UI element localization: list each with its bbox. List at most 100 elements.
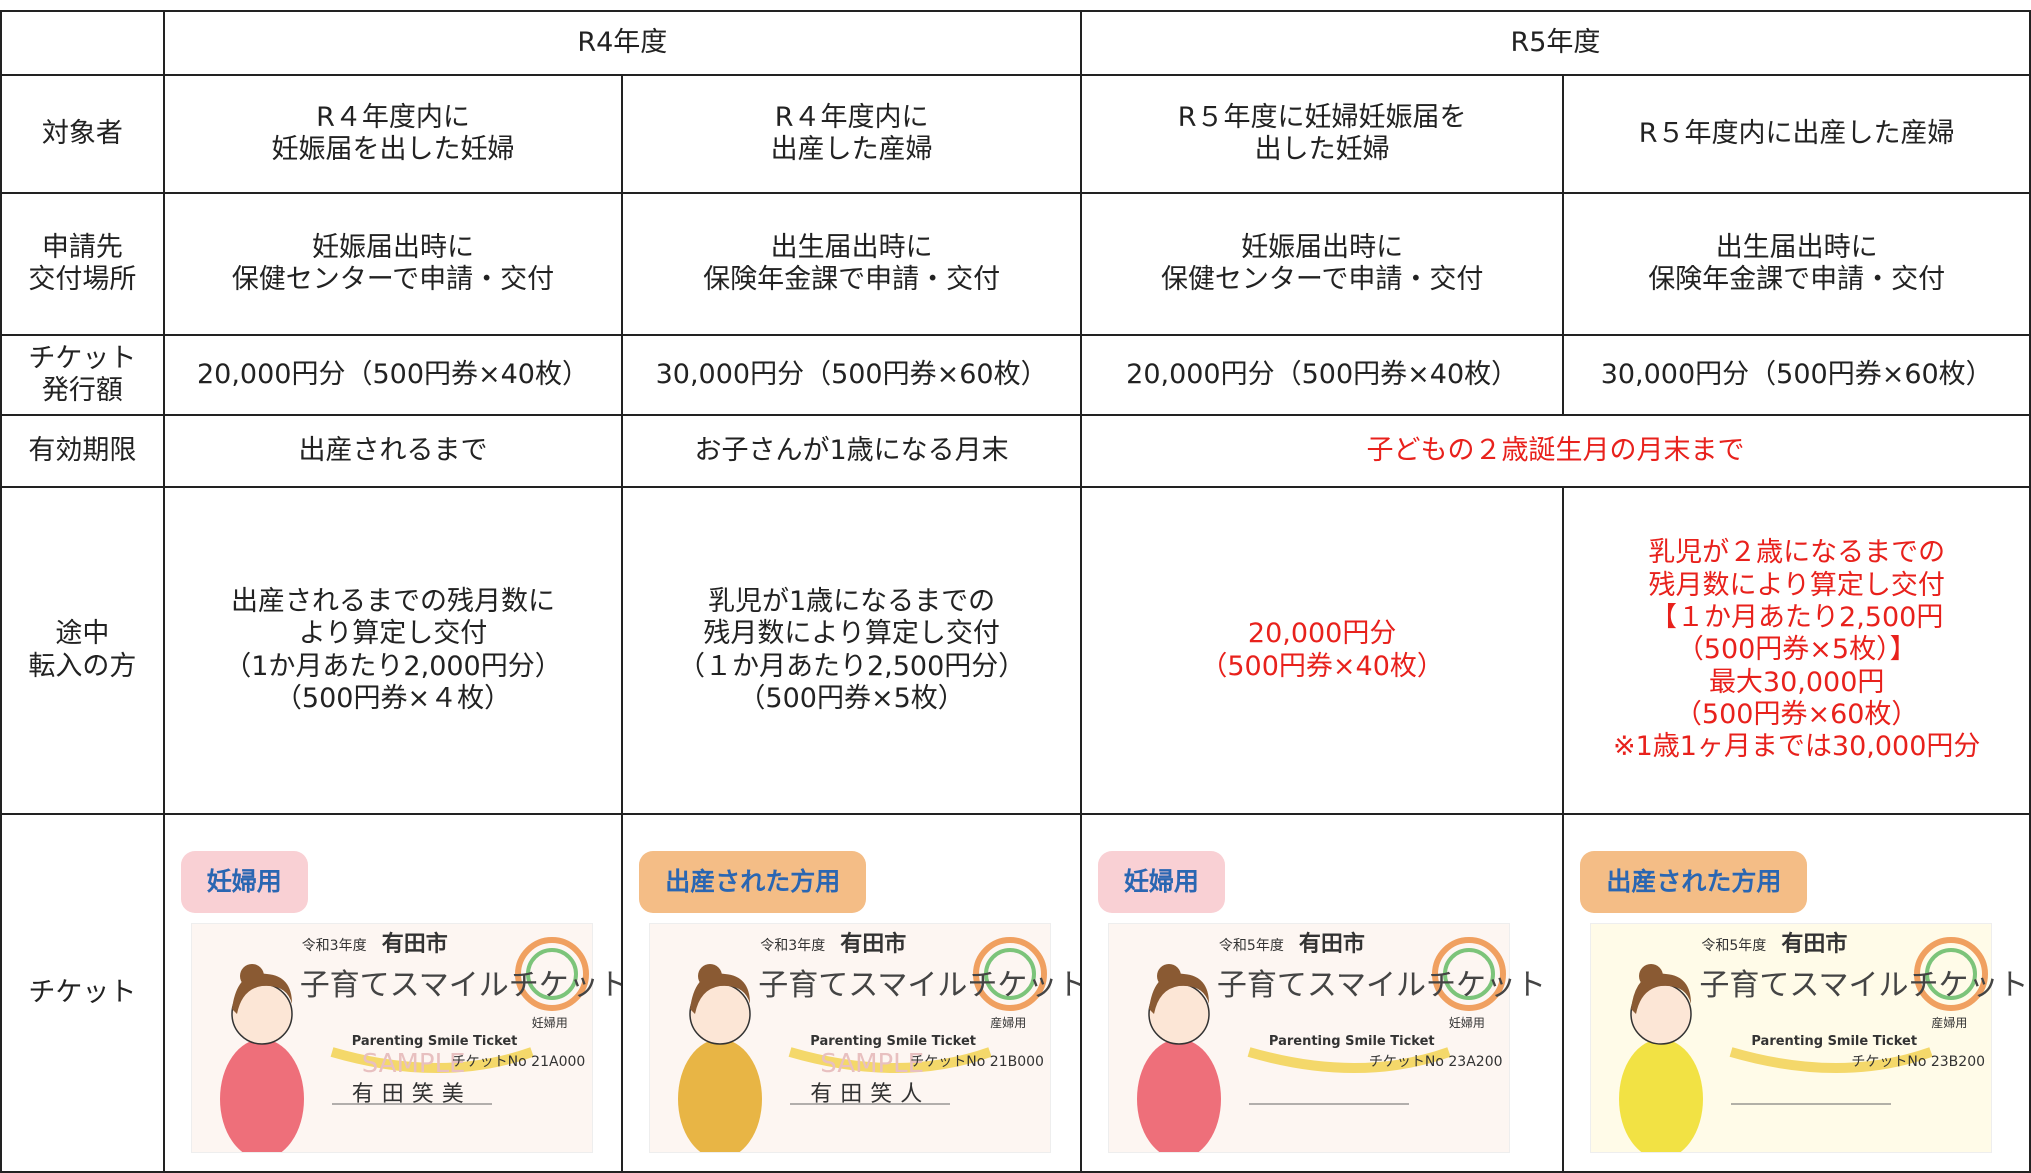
table-row: 途中 転入の方 出産されるまでの残月数に より算定し交付 （1か月あたり2,000円分）… xyxy=(0,486,2031,815)
cell: 30,000円分（500円券×60枚） xyxy=(1562,334,2031,416)
year-header: R4年度 xyxy=(162,10,1082,76)
cell-text: R５年度内に出産した産婦 xyxy=(1638,117,1955,149)
cell: R５年度内に出産した産婦 xyxy=(1562,74,2031,194)
ticket-city: 有田市 xyxy=(840,932,907,957)
ticket-graphic xyxy=(1619,1039,1704,1159)
ticket-year: 令和3年度 xyxy=(301,938,367,954)
ticket-year: 令和5年度 xyxy=(1701,938,1767,954)
cell-text: ※1歳1ヶ月までは30,000円分 xyxy=(1612,731,1981,763)
cell-text: （500円券×5枚）】 xyxy=(1676,634,1917,666)
cell-text: 妊娠届出時に xyxy=(311,231,474,263)
cell-text: （500円券×40枚） xyxy=(1200,650,1444,682)
ticket-number: チケットNo 21A000 xyxy=(451,1054,586,1070)
cell-text: 最大30,000円 xyxy=(1708,666,1885,698)
ticket-tag: 妊婦用 xyxy=(180,851,308,913)
cell: 20,000円分（500円券×40枚） xyxy=(1079,486,1565,815)
ticket-title: 子育てスマイルチケット xyxy=(758,968,1081,1003)
ticket-graphic xyxy=(1136,1039,1221,1159)
cell: 出生届出時に 保険年金課で申請・交付 xyxy=(621,192,1082,336)
cell-text: チケット xyxy=(28,342,137,374)
ticket-graphic xyxy=(514,937,589,1011)
cell-text: R４年度内に xyxy=(316,101,470,133)
ticket-graphic xyxy=(973,937,1048,1011)
cell-text: 【１か月あたり2,500円 xyxy=(1650,601,1944,633)
cell-text: （500円券×60枚） xyxy=(1674,699,1919,731)
cell-text: 対象者 xyxy=(41,117,123,149)
ticket-cell: 出産された方用 令和3年度 有田市 子育てスマイルチケット Parenting Smil… xyxy=(621,813,1082,1173)
ticket-kind: 妊婦用 xyxy=(1448,1016,1485,1030)
cell-text: 20,000円分 xyxy=(1247,618,1397,650)
page: R4年度 R5年度 対象者 R４年度内に 妊娠届を出した妊婦 R４年度内に 出産した産婦 R５… xyxy=(0,10,2031,1173)
table-row: 有効期限 出産されるまで お子さんが1歳になる月末 子どもの２歳誕生月の月末まで xyxy=(0,414,2031,488)
ticket-graphic xyxy=(1914,937,1989,1011)
ticket-image: 令和5年度 有田市 子育てスマイルチケット Parenting Smile Ticke… xyxy=(1107,923,1546,1159)
ticket-image: 令和3年度 有田市 子育てスマイルチケット Parenting Smile Ticke… xyxy=(190,923,620,1159)
row-label: 対象者 xyxy=(0,74,165,194)
cell-text: 途中 xyxy=(55,618,110,650)
ticket-image: 令和5年度 有田市 子育てスマイルチケット Parenting Smile Ticke… xyxy=(1590,923,2028,1159)
cell: 妊娠届出時に 保健センターで申請・交付 xyxy=(1079,192,1565,336)
cell-text: お子さんが1歳になる月末 xyxy=(694,434,1009,466)
cell: 20,000円分（500円券×40枚） xyxy=(1079,334,1565,416)
cell-text: 出産されるまでの残月数に xyxy=(230,585,555,617)
cell-text: 残月数により算定し交付 xyxy=(1648,569,1945,601)
ticket-graphic xyxy=(698,964,723,988)
table-row: 対象者 R４年度内に 妊娠届を出した妊婦 R４年度内に 出産した産婦 R５年度に妊婦妊娠届… xyxy=(0,74,2031,194)
ticket-graphic xyxy=(788,1047,992,1073)
row-label: 途中 転入の方 xyxy=(0,486,165,815)
cell-text: R4年度 xyxy=(577,26,668,58)
ticket-image: 令和3年度 有田市 子育てスマイルチケット Parenting Smile Ticke… xyxy=(649,923,1079,1159)
ticket-year: 令和3年度 xyxy=(760,938,826,954)
cell-text: 30,000円分（500円券×60枚） xyxy=(655,358,1048,390)
cell-text: 出生届出時に xyxy=(770,231,933,263)
ticket-kind: 産婦用 xyxy=(1931,1016,1968,1030)
cell-text: より算定し交付 xyxy=(298,618,488,650)
cell-text: 乳児が1歳になるまでの xyxy=(708,585,996,617)
cell-text: 申請先 xyxy=(41,231,123,263)
cell: 出生届出時に 保険年金課で申請・交付 xyxy=(1562,192,2031,336)
ticket-graphic xyxy=(525,948,578,1000)
ticket-row: チケット 妊婦用 令和3年度 有田市 子育てスマイルチケット Parenting Smil… xyxy=(0,813,2031,1173)
row-label: 有効期限 xyxy=(0,414,165,488)
cell: お子さんが1歳になる月末 xyxy=(621,414,1082,488)
cell-text: 出した妊婦 xyxy=(1254,134,1390,165)
ticket-title: 子育てスマイルチケット xyxy=(1216,968,1547,1003)
cell-text: 残月数により算定し交付 xyxy=(703,618,1000,650)
ticket-graphic xyxy=(1925,948,1978,1000)
ticket-number: チケットNo 23A200 xyxy=(1368,1054,1503,1070)
cell-text: チケット xyxy=(28,976,137,1008)
cell: R５年度に妊婦妊娠届を 出した妊婦 xyxy=(1079,74,1565,194)
cell: R４年度内に 妊娠届を出した妊婦 xyxy=(162,74,624,194)
cell-text: 保健センターで申請・交付 xyxy=(231,264,555,295)
ticket-number: チケットNo 21B000 xyxy=(910,1054,1044,1070)
year-header: R5年度 xyxy=(1079,10,2031,76)
cell-text: 30,000円分（500円券×60枚） xyxy=(1600,358,1993,390)
ticket-kind: 妊婦用 xyxy=(531,1016,568,1030)
ticket-graphic xyxy=(1431,937,1506,1011)
ticket-graphic xyxy=(1442,948,1495,1000)
cell-text: 妊娠届出時に xyxy=(1241,231,1404,263)
cell-text: 交付場所 xyxy=(28,264,137,295)
ticket-illustration xyxy=(1136,937,1506,1159)
ticket-city: 有田市 xyxy=(1781,932,1848,957)
corner-cell xyxy=(0,10,165,76)
ticket-name: 有田笑人 xyxy=(810,1082,931,1107)
ticket-tag: 出産された方用 xyxy=(639,851,867,913)
ticket-graphic xyxy=(1639,964,1664,988)
cell-text: 妊娠届を出した妊婦 xyxy=(271,134,515,165)
cell-text: （１か月あたり2,500円分） xyxy=(677,650,1026,682)
ticket-graphic xyxy=(330,1047,534,1073)
ticket-sample: SAMPLE xyxy=(361,1049,466,1079)
cell-text: 転入の方 xyxy=(28,650,137,682)
ticket-graphic xyxy=(1247,1047,1451,1073)
cell-text: R５年度に妊婦妊娠届を xyxy=(1177,101,1467,133)
ticket-english: Parenting Smile Ticket xyxy=(351,1034,518,1049)
cell-text: R5年度 xyxy=(1510,26,1601,58)
cell: 30,000円分（500円券×60枚） xyxy=(621,334,1082,416)
cell-text: 出産されるまで xyxy=(298,434,488,466)
ticket-graphic xyxy=(984,948,1037,1000)
row-label: 申請先 交付場所 xyxy=(0,192,165,336)
cell: 20,000円分（500円券×40枚） xyxy=(162,334,624,416)
cell-text: 保険年金課で申請・交付 xyxy=(1648,264,1946,295)
ticket-illustration xyxy=(1619,937,1989,1159)
